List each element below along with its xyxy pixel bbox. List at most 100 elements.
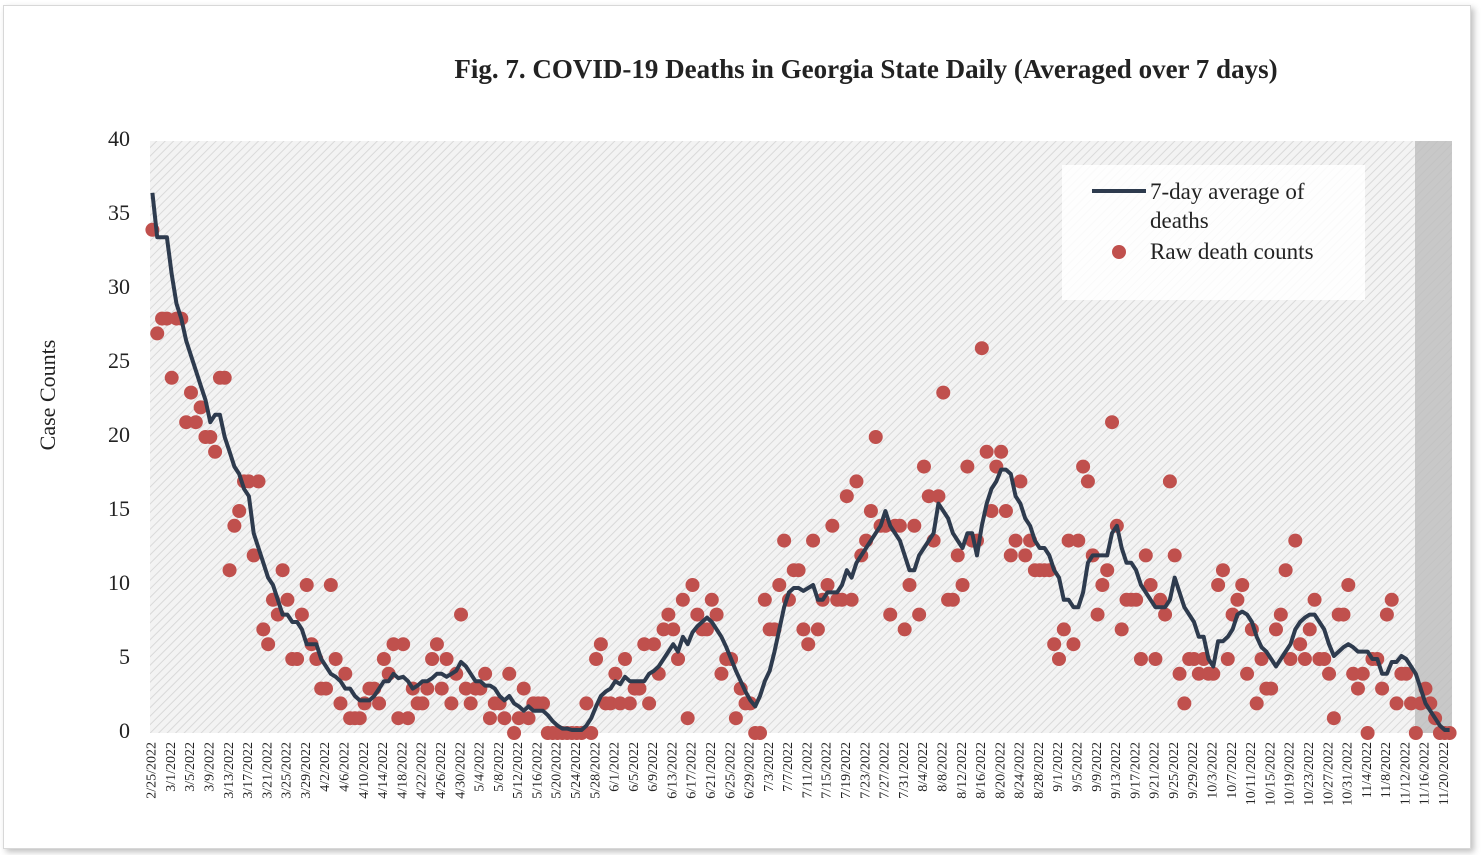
- data-point: [810, 622, 825, 637]
- x-tick-label: 5/12/2022: [511, 742, 526, 799]
- data-point: [251, 474, 266, 489]
- x-tick-label: 11/4/2022: [1360, 742, 1375, 798]
- data-point: [675, 592, 690, 607]
- x-tick-label: 3/21/2022: [260, 742, 275, 799]
- data-point: [955, 578, 970, 592]
- data-point: [892, 518, 907, 533]
- data-point: [261, 637, 276, 652]
- data-point: [400, 711, 415, 726]
- data-point: [907, 518, 922, 533]
- x-tick-label: 6/13/2022: [665, 742, 680, 799]
- data-point: [1302, 622, 1317, 637]
- data-point: [280, 592, 295, 607]
- x-tick-label: 7/31/2022: [897, 742, 912, 799]
- x-tick-label: 7/27/2022: [878, 742, 893, 799]
- data-point: [333, 696, 348, 711]
- x-tick-label: 10/15/2022: [1263, 742, 1278, 806]
- x-tick-label: 6/1/2022: [608, 742, 623, 792]
- data-point: [1051, 652, 1066, 666]
- x-tick-label: 11/20/2022: [1437, 742, 1452, 805]
- data-point: [1336, 607, 1351, 622]
- data-point: [1003, 548, 1018, 563]
- data-point: [632, 681, 647, 696]
- data-point: [791, 563, 806, 578]
- x-tick-label: 3/5/2022: [183, 742, 198, 792]
- data-point: [777, 533, 792, 548]
- data-point: [979, 444, 994, 459]
- x-tick-label: 5/4/2022: [473, 742, 488, 792]
- data-point: [1162, 474, 1177, 489]
- x-tick-label: 8/20/2022: [993, 742, 1008, 799]
- y-tick-label: 35: [108, 200, 130, 225]
- data-point: [589, 652, 604, 666]
- x-tick-label: 4/18/2022: [395, 742, 410, 799]
- data-point: [275, 563, 290, 578]
- data-point: [1341, 578, 1356, 592]
- x-tick-label: 5/8/2022: [492, 742, 507, 792]
- data-point: [420, 681, 435, 696]
- data-point: [1399, 666, 1414, 681]
- data-point: [820, 578, 835, 592]
- x-tick-label: 6/17/2022: [685, 742, 700, 799]
- x-tick-label: 9/9/2022: [1090, 742, 1105, 792]
- data-point: [1360, 726, 1375, 740]
- x-tick-label: 3/13/2022: [222, 742, 237, 799]
- data-point: [511, 711, 526, 726]
- data-point: [415, 696, 430, 711]
- data-point: [232, 504, 247, 518]
- y-tick-label: 0: [119, 718, 130, 743]
- data-point: [425, 652, 440, 666]
- data-point: [656, 622, 671, 637]
- data-point: [709, 607, 724, 622]
- data-point: [1254, 652, 1269, 666]
- data-point: [757, 592, 772, 607]
- data-point: [391, 711, 406, 726]
- legend-label: Raw death counts: [1150, 239, 1314, 264]
- data-point: [1346, 666, 1361, 681]
- data-point: [478, 666, 493, 681]
- data-point: [671, 652, 686, 666]
- data-point: [1384, 592, 1399, 607]
- data-point: [902, 578, 917, 592]
- x-tick-label: 8/12/2022: [955, 742, 970, 799]
- data-point: [1249, 696, 1264, 711]
- x-tick-label: 4/10/2022: [357, 742, 372, 799]
- data-point: [188, 415, 203, 430]
- x-tick-label: 10/23/2022: [1302, 742, 1317, 806]
- data-point: [796, 622, 811, 637]
- x-tick-label: 10/11/2022: [1244, 742, 1259, 805]
- data-point: [974, 341, 989, 356]
- y-axis-label: Case Counts: [35, 340, 60, 451]
- data-point: [1350, 681, 1365, 696]
- data-point: [1167, 548, 1182, 563]
- data-point: [772, 578, 787, 592]
- x-tick-label: 7/7/2022: [781, 742, 796, 792]
- x-tick-label: 9/21/2022: [1148, 742, 1163, 799]
- data-point: [1018, 548, 1033, 563]
- data-point: [463, 696, 478, 711]
- legend: 7-day average of deaths Raw death counts: [1062, 165, 1365, 300]
- data-point: [227, 518, 242, 533]
- data-point: [1235, 578, 1250, 592]
- data-point: [936, 385, 951, 400]
- data-point: [883, 607, 898, 622]
- data-point: [203, 430, 218, 444]
- data-point: [434, 681, 449, 696]
- x-tick-label: 9/17/2022: [1128, 742, 1143, 799]
- data-point: [1177, 696, 1192, 711]
- data-point: [1090, 607, 1105, 622]
- x-tick-label: 4/22/2022: [415, 742, 430, 799]
- data-point: [150, 326, 165, 341]
- x-tick-label: 9/5/2022: [1070, 742, 1085, 792]
- data-point: [1326, 711, 1341, 726]
- data-point: [159, 311, 174, 326]
- data-point: [319, 681, 334, 696]
- legend-label: 7-day average of deaths: [1150, 179, 1305, 233]
- data-point: [617, 652, 632, 666]
- data-point: [1129, 592, 1144, 607]
- data-point: [193, 400, 208, 415]
- data-point: [222, 563, 237, 578]
- x-tick-label: 3/29/2022: [299, 742, 314, 799]
